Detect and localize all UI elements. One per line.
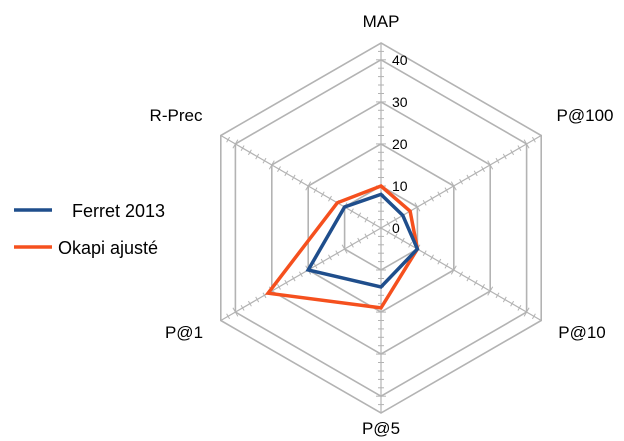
spoke-tick [247,300,252,307]
spoke-tick [444,187,449,194]
spoke-tick [437,191,442,198]
spoke-tick [487,286,494,296]
spoke-tick [291,275,296,282]
spoke-tick [495,292,500,299]
spoke-tick [450,181,457,191]
series-line-ferret-2013 [305,192,420,289]
radar-grid [220,42,543,414]
spoke-tick [473,279,478,286]
spoke-tick [430,254,434,261]
spoke-tick [422,250,427,257]
spoke-tick [466,174,471,181]
tick-label-30: 30 [392,94,408,110]
spoke-tick [408,241,413,248]
spoke-tick [517,305,522,311]
legend: Ferret 2013 Okapi ajusté [14,201,165,258]
spoke-tick [357,212,362,219]
spoke-tick [226,136,231,143]
spoke-tick [247,149,252,156]
spoke-tick [502,296,507,303]
legend-label-okapi: Okapi ajusté [58,238,158,258]
spoke-tick [393,216,398,223]
tick-label-40: 40 [392,52,408,68]
spoke-tick [349,241,354,248]
spoke-tick [349,208,354,215]
spoke-tick [531,136,536,143]
spoke-tick [371,220,376,227]
spoke-tick [320,258,325,265]
spoke-tick [284,170,289,177]
spoke-tick [510,300,515,307]
spoke-tick [298,271,303,278]
spoke-tick [364,233,369,240]
tick-label-0: 0 [392,220,400,236]
spoke-tick [517,145,522,151]
spoke-tick [459,271,464,278]
spoke-tick [335,250,340,257]
tick-label-10: 10 [392,178,408,194]
spoke-tick [277,166,281,172]
spoke-tick [226,313,231,320]
spoke-tick [232,139,239,149]
series-lines [264,183,420,310]
axis-label-r-prec: R-Prec [150,106,203,125]
spoke-tick [262,157,267,164]
spoke-tick [320,191,325,198]
spoke-tick [328,195,332,202]
axis-label-map: MAP [363,12,400,31]
spoke-tick [298,178,303,185]
spoke-tick [473,170,478,177]
spoke-tick [523,307,530,317]
spoke-tick [386,220,391,227]
spoke-tick [487,160,494,170]
spoke-tick [262,292,267,299]
series-line-okapi-ajust- [264,183,420,310]
axis-label-p-5: P@5 [362,419,400,438]
spoke-tick [523,139,530,149]
spoke-tick [437,258,442,265]
spoke-tick [305,181,312,191]
spoke-tick [400,237,405,244]
spoke-tick [502,153,507,160]
spoke-tick [481,166,485,172]
spoke-tick [510,149,515,156]
spoke-tick [255,296,260,303]
axis-label-p-1: P@1 [165,323,203,342]
spoke-tick [450,265,457,275]
spoke-tick [481,284,485,290]
spoke-tick [495,157,500,164]
spoke-tick [313,262,318,269]
spoke-tick [371,229,376,236]
spoke-tick [531,313,536,320]
spoke-tick [277,284,281,290]
spoke-tick [357,237,362,244]
spoke-tick [466,275,471,282]
spoke-tick [422,199,427,206]
axis-label-p-10: P@10 [558,323,606,342]
spoke-tick [232,307,239,317]
spoke-tick [255,153,260,160]
tick-label-20: 20 [392,136,408,152]
spoke-tick [240,305,245,311]
spoke-tick [240,145,245,151]
spoke-tick [284,279,289,286]
spoke-tick [328,254,332,261]
spoke-tick [268,160,275,170]
axis-labels: MAP P@100 P@10 P@5 P@1 R-Prec [150,12,614,438]
spoke-tick [313,187,318,194]
spoke-tick [459,178,464,185]
spoke-tick [386,229,391,236]
spoke-tick [393,233,398,240]
spoke-tick [414,202,421,212]
spoke-tick [364,216,369,223]
axis-label-p-100: P@100 [557,106,614,125]
legend-label-ferret: Ferret 2013 [72,201,165,221]
spoke-tick [444,262,449,269]
spoke-tick [341,244,348,254]
spoke-tick [430,195,434,202]
radial-tick-labels: 0 10 20 30 40 [392,52,408,236]
spoke-tick [291,174,296,181]
